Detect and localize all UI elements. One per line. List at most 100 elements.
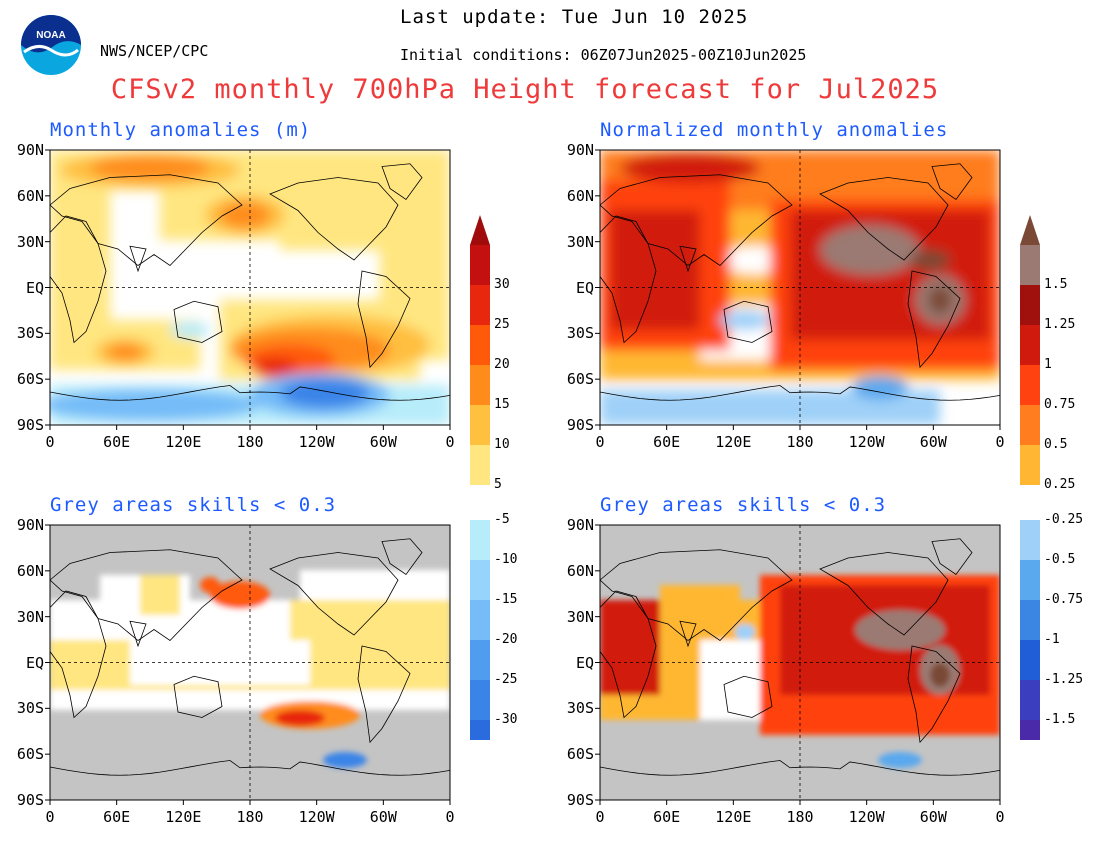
lon-label: 180 [786,808,814,826]
coastline [381,538,423,576]
colorbar-segment [470,560,490,600]
lon-label: 0 [45,433,55,451]
coastline [679,620,697,648]
coastline [49,549,243,642]
colorbar-label: 5 [494,477,502,492]
lat-label: 30N [566,607,594,626]
colorbar-segment [1020,520,1040,560]
lon-label: 0 [595,808,605,826]
coastline [49,590,107,719]
lat-label: 30N [566,232,594,251]
lon-label: 120W [848,808,885,826]
lon-label: 0 [445,808,455,826]
coastline [269,177,399,261]
lat-label: 60S [16,370,44,389]
colorbar-segment [470,640,490,680]
coastline [907,270,961,369]
coastline-group [599,163,1001,401]
panel-title-skill-anomalies: Grey areas skills < 0.3 [50,494,337,516]
lat-label: 90S [566,416,594,434]
colorbar-segment [1020,600,1040,640]
lat-label: 60S [566,745,594,764]
coastline [723,300,773,343]
colorbar-segment [470,325,490,365]
lat-label: 90N [16,516,44,534]
colorbar-segment [470,285,490,325]
lat-label: 60S [16,745,44,764]
last-update-text: Last update: Tue Jun 10 2025 [400,6,749,28]
colorbar-segment [470,245,490,285]
coastline [381,163,423,201]
lon-label: 0 [595,433,605,451]
colorbar-label: -20 [494,632,518,647]
panel-title-normalized: Normalized monthly anomalies [600,119,949,141]
panel-title-anomalies: Monthly anomalies (m) [50,119,312,141]
lon-label: 120W [298,433,335,451]
lat-label: 60N [16,186,44,205]
colorbar-segment [470,720,490,740]
coastline [49,215,107,344]
lat-label: EQ [575,653,594,672]
lon-label: 120E [715,808,752,826]
colorbar-label: -5 [494,512,510,527]
lat-label: 90N [566,516,594,534]
colorbar-label: 0.75 [1044,397,1076,412]
colorbar-label: -25 [494,672,518,687]
page-title: CFSv2 monthly 700hPa Height forecast for… [110,74,940,105]
lon-label: 60E [653,808,681,826]
colorbar-segment [1020,680,1040,720]
colorbar-top-arrow [1020,215,1040,245]
lon-label: 60E [653,433,681,451]
coastline [173,675,223,718]
colorbar-label: -1.5 [1044,712,1076,727]
colorbar-label: 1.25 [1044,317,1076,332]
colorbar-segment [1020,365,1040,405]
noaa-logo-icon: NOAA [21,15,81,75]
lat-label: 30S [566,324,594,343]
lat-label: 90S [16,791,44,809]
colorbar-label: 25 [494,317,510,332]
coastline [357,270,411,369]
lon-label: 120W [298,808,335,826]
colorbar-label: -15 [494,592,518,607]
colorbar-segment [1020,325,1040,365]
coastline [819,177,949,261]
coastline [931,538,973,576]
lat-label: 60S [566,370,594,389]
source-text: NWS/NCEP/CPC [100,42,209,60]
lat-label: 30S [16,699,44,718]
colorbar-label: 30 [494,277,510,292]
coastline [129,620,147,648]
colorbar-label: -1.25 [1044,672,1084,687]
lon-label: 60W [919,808,947,826]
coastline [269,552,399,636]
colorbar-label: 1.5 [1044,277,1068,292]
colorbar-normalized [1020,215,1040,740]
lon-label: 180 [236,808,264,826]
lat-label: 90N [16,141,44,159]
panel-title-skill-normalized: Grey areas skills < 0.3 [600,494,887,516]
colorbar-label: 0.25 [1044,477,1076,492]
colorbar-label: -0.25 [1044,512,1084,527]
map-frames [45,149,1001,805]
coastline [599,215,657,344]
lon-label: 60W [369,808,397,826]
coastline [723,675,773,718]
colorbar-label: 10 [494,437,510,452]
colorbar-label: 1 [1044,357,1052,372]
colorbar-label: -1 [1044,632,1060,647]
lat-label: 90S [566,791,594,809]
colorbar-anomalies [470,215,490,740]
lat-label: 60N [566,561,594,580]
coastline [49,174,243,267]
colorbar-segment [470,520,490,560]
colorbar-segment [470,600,490,640]
lon-label: 0 [995,433,1005,451]
coastline [357,645,411,744]
lat-label: 60N [566,186,594,205]
lon-label: 120E [715,433,752,451]
colorbar-label: -30 [494,712,518,727]
lat-label: 30S [16,324,44,343]
coastline [599,174,793,267]
colorbar-label: 0.5 [1044,437,1068,452]
